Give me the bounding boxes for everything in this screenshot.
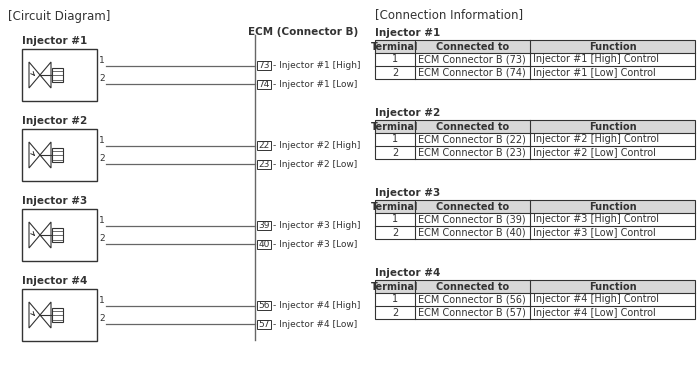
Bar: [257, 61, 271, 70]
Text: Connected to: Connected to: [436, 42, 509, 51]
Text: Connected to: Connected to: [436, 281, 509, 292]
Bar: [52, 308, 63, 322]
Text: Function: Function: [589, 42, 636, 51]
Bar: [52, 148, 63, 162]
Text: Injector #1: Injector #1: [375, 28, 440, 38]
Text: 2: 2: [392, 227, 398, 238]
Text: 57: 57: [258, 320, 270, 329]
Text: Connected to: Connected to: [436, 201, 509, 211]
Text: Terminal: Terminal: [371, 122, 419, 131]
Text: Injector #3 [Low] Control: Injector #3 [Low] Control: [533, 227, 656, 238]
Bar: [375, 200, 695, 239]
Text: Function: Function: [589, 122, 636, 131]
Text: 2: 2: [392, 147, 398, 158]
Bar: [375, 120, 695, 133]
Text: - Injector #2 [Low]: - Injector #2 [Low]: [273, 160, 357, 169]
Text: ECM Connector B (73): ECM Connector B (73): [418, 54, 526, 65]
Bar: [257, 80, 271, 89]
Bar: [257, 301, 271, 310]
Text: ECM Connector B (74): ECM Connector B (74): [418, 68, 526, 77]
Text: Injector #4 [High] Control: Injector #4 [High] Control: [533, 295, 659, 304]
Text: Function: Function: [589, 281, 636, 292]
Text: ECM Connector B (56): ECM Connector B (56): [418, 295, 526, 304]
Text: 1: 1: [392, 295, 398, 304]
Text: Injector #2: Injector #2: [375, 108, 440, 118]
Text: Terminal: Terminal: [371, 42, 419, 51]
Text: 1: 1: [392, 215, 398, 224]
Bar: [375, 120, 695, 159]
Bar: [375, 280, 695, 319]
Bar: [52, 68, 63, 82]
Text: Terminal: Terminal: [371, 281, 419, 292]
Bar: [257, 160, 271, 169]
Text: Injector #2: Injector #2: [22, 116, 88, 126]
Text: 1: 1: [99, 136, 105, 145]
Bar: [257, 240, 271, 249]
Text: - Injector #3 [High]: - Injector #3 [High]: [273, 221, 360, 230]
Text: 1: 1: [99, 55, 105, 65]
Text: 56: 56: [258, 301, 270, 310]
Text: - Injector #4 [Low]: - Injector #4 [Low]: [273, 320, 357, 329]
Text: Injector #3: Injector #3: [22, 196, 88, 206]
Bar: [375, 280, 695, 293]
Text: [Circuit Diagram]: [Circuit Diagram]: [8, 10, 111, 23]
Text: Connected to: Connected to: [436, 122, 509, 131]
Text: 2: 2: [392, 307, 398, 318]
Bar: [257, 320, 271, 329]
Text: - Injector #3 [Low]: - Injector #3 [Low]: [273, 240, 358, 249]
Text: ECM Connector B (40): ECM Connector B (40): [418, 227, 526, 238]
Text: Injector #2 [Low] Control: Injector #2 [Low] Control: [533, 147, 656, 158]
Bar: [257, 141, 271, 150]
Text: 1: 1: [392, 54, 398, 65]
Bar: [22, 289, 97, 341]
Text: 2: 2: [99, 154, 104, 164]
Text: Injector #1 [Low] Control: Injector #1 [Low] Control: [533, 68, 656, 77]
Text: ECM Connector B (23): ECM Connector B (23): [418, 147, 526, 158]
Text: 23: 23: [258, 160, 270, 169]
Text: Injector #3 [High] Control: Injector #3 [High] Control: [533, 215, 659, 224]
Text: Injector #1: Injector #1: [22, 36, 88, 46]
Text: - Injector #1 [High]: - Injector #1 [High]: [273, 61, 360, 70]
Text: Injector #4 [Low] Control: Injector #4 [Low] Control: [533, 307, 656, 318]
Text: 2: 2: [99, 234, 104, 243]
Bar: [375, 40, 695, 53]
Bar: [22, 209, 97, 261]
Text: Injector #4: Injector #4: [22, 276, 88, 286]
Text: 73: 73: [258, 61, 270, 70]
Bar: [257, 221, 271, 230]
Text: 2: 2: [392, 68, 398, 77]
Text: 1: 1: [392, 134, 398, 145]
Text: 74: 74: [258, 80, 270, 89]
Text: ECM Connector B (39): ECM Connector B (39): [418, 215, 526, 224]
Text: ECM (Connector B): ECM (Connector B): [248, 27, 358, 37]
Text: Function: Function: [589, 201, 636, 211]
Text: - Injector #2 [High]: - Injector #2 [High]: [273, 141, 360, 150]
Text: Injector #4: Injector #4: [375, 268, 440, 278]
Bar: [375, 200, 695, 213]
Text: 22: 22: [258, 141, 270, 150]
Bar: [375, 40, 695, 79]
Text: Injector #3: Injector #3: [375, 188, 440, 198]
Text: - Injector #1 [Low]: - Injector #1 [Low]: [273, 80, 358, 89]
Text: 1: 1: [99, 216, 105, 224]
Bar: [22, 129, 97, 181]
Text: 39: 39: [258, 221, 270, 230]
Text: 2: 2: [99, 74, 104, 83]
Text: ECM Connector B (57): ECM Connector B (57): [418, 307, 526, 318]
Text: Injector #2 [High] Control: Injector #2 [High] Control: [533, 134, 659, 145]
Bar: [52, 228, 63, 242]
Text: - Injector #4 [High]: - Injector #4 [High]: [273, 301, 360, 310]
Text: 1: 1: [99, 296, 105, 305]
Text: 40: 40: [258, 240, 270, 249]
Text: 2: 2: [99, 314, 104, 323]
Text: ECM Connector B (22): ECM Connector B (22): [418, 134, 526, 145]
Text: [Connection Information]: [Connection Information]: [375, 8, 523, 21]
Text: Terminal: Terminal: [371, 201, 419, 211]
Bar: [22, 49, 97, 101]
Text: Injector #1 [High] Control: Injector #1 [High] Control: [533, 54, 659, 65]
